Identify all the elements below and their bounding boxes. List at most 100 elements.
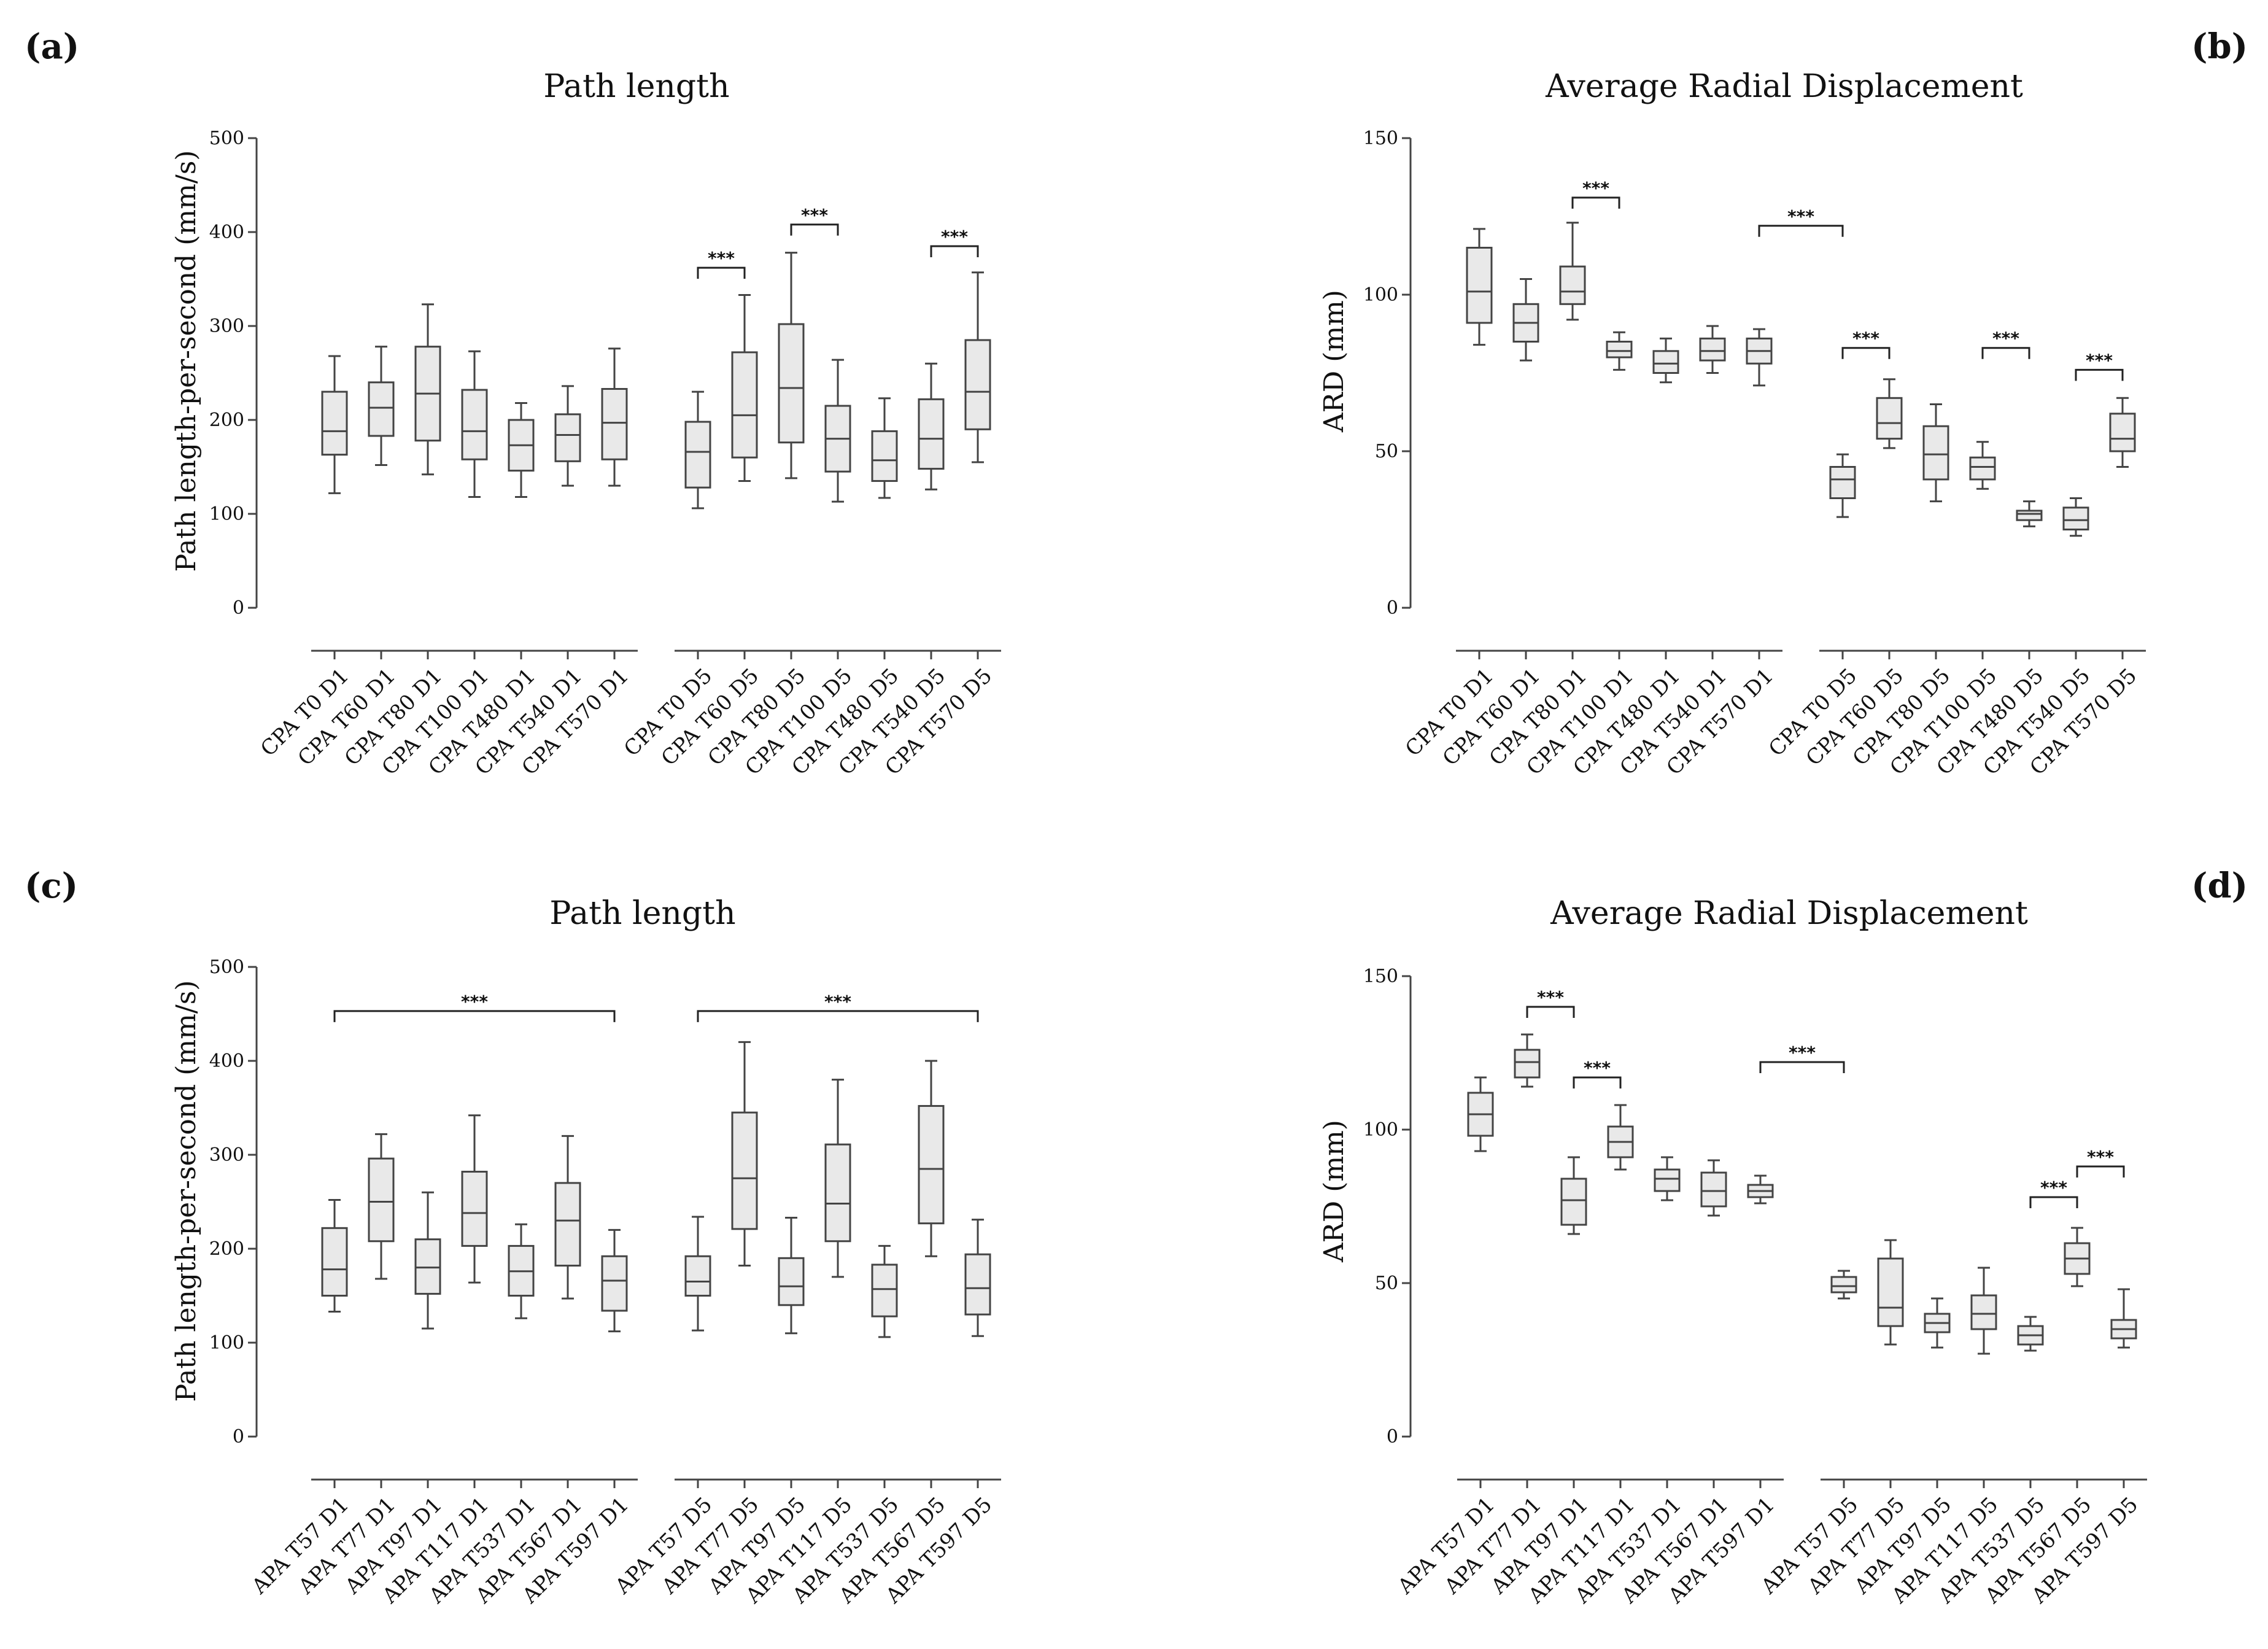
iqr-box — [778, 323, 805, 444]
bracket-line — [1526, 1006, 1575, 1018]
iqr-box — [601, 1255, 628, 1312]
significance-stars: *** — [2086, 350, 2113, 370]
significance-bracket: *** — [1981, 328, 2030, 359]
panel-letter-a: (a) — [25, 26, 79, 67]
significance-bracket: *** — [2029, 1178, 2078, 1208]
y-tick-label: 100 — [209, 503, 244, 525]
box-plot — [1652, 337, 1679, 384]
significance-stars: *** — [461, 991, 488, 1012]
box-plot — [1700, 1159, 1727, 1217]
iqr-box — [1559, 265, 1586, 305]
box-plot — [461, 350, 488, 498]
box-plot — [1559, 222, 1586, 321]
iqr-box — [1652, 350, 1679, 374]
box-plot — [414, 1191, 441, 1330]
iqr-box — [1876, 397, 1903, 440]
y-axis-label-b: ARD (mm) — [1318, 290, 1350, 433]
box-plot — [2064, 1227, 2091, 1287]
box-plot — [2062, 497, 2089, 537]
iqr-box — [1877, 1257, 1904, 1327]
y-tick-label: 400 — [209, 222, 244, 243]
box-plot — [1877, 1239, 1904, 1346]
box-plot — [1466, 228, 1493, 346]
box-plot — [1606, 331, 1633, 371]
bracket-line — [2075, 368, 2124, 381]
box-plot — [918, 362, 945, 491]
y-tick-label: 150 — [1363, 966, 1398, 987]
iqr-box — [1606, 341, 1633, 359]
box-plot — [1924, 1297, 1951, 1349]
box-plot — [2110, 1288, 2137, 1349]
iqr-box — [554, 413, 581, 462]
box-plot — [778, 1217, 805, 1335]
box-plot — [1830, 1270, 1857, 1300]
bracket-line — [1981, 347, 2030, 359]
box-plot — [368, 1133, 395, 1280]
iqr-box — [1922, 425, 1949, 481]
iqr-box — [601, 388, 628, 460]
box-plot — [964, 1219, 991, 1337]
y-tick-label: 0 — [233, 597, 244, 619]
box-plot — [321, 1198, 348, 1313]
iqr-box — [871, 430, 898, 482]
significance-bracket: *** — [1526, 987, 1575, 1018]
iqr-box — [1560, 1178, 1587, 1226]
significance-stars: *** — [1582, 178, 1609, 198]
box-plot — [1829, 453, 1856, 518]
significance-bracket: *** — [2075, 350, 2124, 381]
chart-panel-d: (d) Average Radial Displacement ARD (mm)… — [1318, 866, 2248, 1608]
chart-panel-c: (c) Path length Path length-per-second (… — [25, 866, 1001, 1608]
box-plot — [1699, 325, 1726, 374]
significance-stars: *** — [1787, 206, 1814, 227]
iqr-box — [368, 1157, 395, 1243]
significance-bracket: *** — [1759, 1042, 1845, 1073]
box-plot — [554, 385, 581, 487]
box-plot — [684, 390, 711, 510]
box-plot — [731, 294, 758, 482]
y-tick-label: 500 — [209, 956, 244, 978]
y-tick-label: 200 — [209, 1238, 244, 1260]
iqr-box — [918, 398, 945, 470]
y-tick-label: 500 — [209, 128, 244, 149]
box-plot — [918, 1060, 945, 1257]
iqr-box — [778, 1257, 805, 1306]
y-tick-label: 300 — [209, 316, 244, 337]
y-tick-label: 50 — [1375, 1273, 1398, 1294]
box-plot — [368, 346, 395, 466]
iqr-box — [1700, 1171, 1727, 1208]
box-plot — [871, 1244, 898, 1338]
significance-bracket: *** — [1758, 206, 1844, 237]
y-tick-label: 0 — [1387, 1426, 1398, 1448]
box-plot — [824, 1079, 851, 1278]
box-plot — [731, 1041, 758, 1267]
chart-title-b: Average Radial Displacement — [1545, 68, 2023, 105]
iqr-box — [824, 1143, 851, 1243]
box-plot — [2017, 1316, 2044, 1352]
significance-bracket: *** — [2076, 1147, 2125, 1178]
significance-bracket: *** — [1841, 328, 1891, 359]
panel-letter-d: (d) — [2191, 866, 2248, 906]
significance-stars: *** — [1852, 328, 1879, 349]
significance-stars: *** — [2087, 1147, 2114, 1167]
box-plot — [414, 303, 441, 476]
bracket-line — [1759, 1061, 1845, 1073]
iqr-box — [368, 381, 395, 437]
iqr-box — [1699, 337, 1726, 362]
bracket-line — [790, 223, 839, 236]
box-plot — [1970, 1267, 1997, 1355]
chart-panel-b: (b) Average Radial Displacement ARD (mm)… — [1318, 26, 2248, 780]
iqr-box — [1830, 1276, 1857, 1294]
iqr-box — [321, 390, 348, 456]
y-tick-label: 100 — [1363, 284, 1398, 306]
bracket-line — [1571, 196, 1620, 209]
iqr-box — [461, 1171, 488, 1247]
box-plot — [1467, 1076, 1494, 1152]
bracket-line — [697, 266, 746, 279]
iqr-box — [964, 1253, 991, 1316]
box-plot — [684, 1216, 711, 1332]
bracket-line — [2029, 1196, 2078, 1208]
